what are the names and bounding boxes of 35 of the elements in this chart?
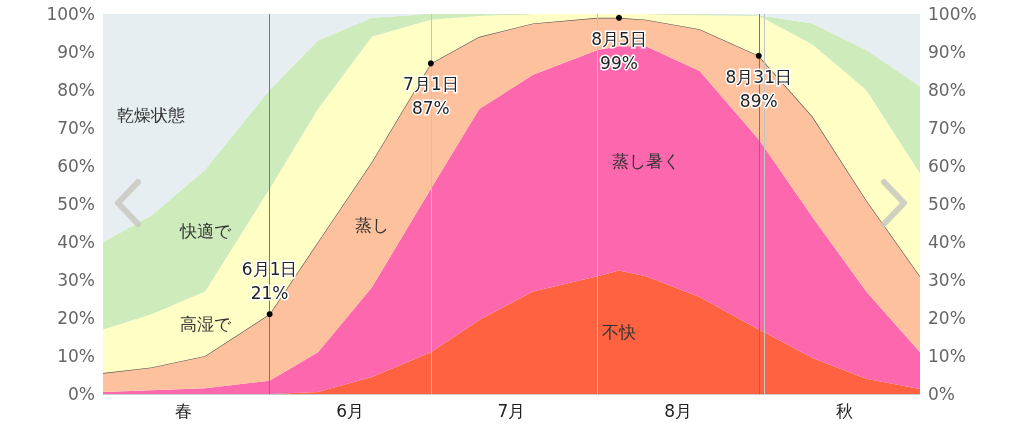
series-label: 蒸し暑く [611,151,680,172]
y-tick-label: 50% [57,194,95,214]
series-label: 不快 [602,322,636,343]
annotation: 8月5日 99% [591,28,647,73]
y-tick-label: 100% [46,4,95,24]
y2-tick-label: 0% [928,384,955,404]
x-tick-label: 8月 [664,400,693,421]
y2-tick-label: 90% [928,42,966,62]
y2-tick-label: 70% [928,118,966,138]
series-label: 蒸し [354,214,389,235]
y-tick-label: 60% [57,156,95,176]
series-label: 乾燥状態 [117,104,186,125]
y2-tick-label: 30% [928,270,966,290]
x-tick-label: 秋 [836,400,854,421]
y-tick-label: 10% [57,346,95,366]
x-tick-label: 6月 [336,400,365,421]
series-label: 快適で [178,220,232,241]
y-tick-label: 30% [57,270,95,290]
y-tick-label: 90% [57,42,95,62]
series-label: 高湿で [179,313,232,334]
y2-tick-label: 100% [928,4,977,24]
y-tick-label: 70% [57,118,95,138]
y-tick-label: 20% [57,308,95,328]
y2-tick-label: 10% [928,346,966,366]
y2-tick-label: 60% [928,156,966,176]
y2-tick-label: 80% [928,80,966,100]
y2-tick-label: 40% [928,232,966,252]
y2-tick-label: 20% [928,308,966,328]
annotation: 7月1日 87% [403,74,459,119]
y2-tick-label: 50% [928,194,966,214]
y-tick-label: 0% [68,384,95,404]
x-tick-label: 春 [175,400,193,421]
y-tick-label: 80% [57,80,95,100]
x-tick-label: 7月 [497,400,526,421]
y-tick-label: 40% [57,232,95,252]
